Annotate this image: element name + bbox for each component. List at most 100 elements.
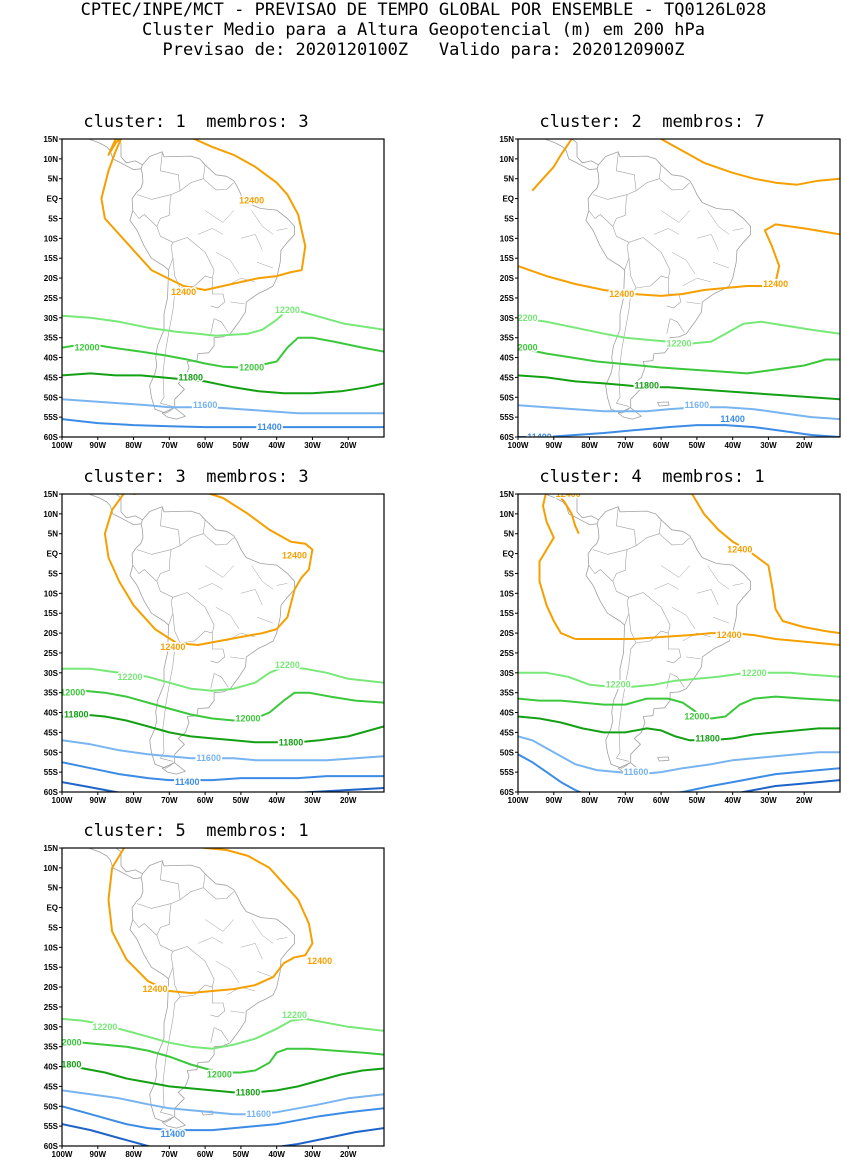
lat-tick-label: 15N (43, 490, 58, 499)
contour-line (100, 139, 307, 291)
lat-tick-label: 15S (44, 609, 59, 618)
state-border (251, 565, 274, 590)
contour-label: 12400 (307, 956, 332, 966)
contour-label: 12000 (684, 712, 709, 722)
lon-tick-label: 60W (197, 1150, 214, 1159)
coastline (129, 151, 295, 414)
panel-cluster-2: cluster: 2 membros: 7 12400 12400 12200 122… (482, 112, 841, 457)
contour-line (690, 494, 840, 635)
lat-tick-label: 55S (44, 413, 59, 422)
country-border (213, 1027, 229, 1042)
contour-line (62, 336, 384, 369)
lat-tick-label: 10S (44, 589, 59, 598)
country-border (628, 258, 669, 289)
country-border (179, 519, 206, 546)
lat-tick-label: 15N (43, 135, 58, 144)
country-border (612, 152, 637, 271)
country-border (156, 861, 181, 980)
country-border (210, 1027, 215, 1043)
contour-label: 11400 (257, 422, 282, 432)
lon-tick-label: 30W (304, 796, 321, 805)
lon-tick-label: 20W (340, 1150, 357, 1159)
lat-tick-label: 45S (500, 373, 515, 382)
lon-tick-label: 30W (304, 1150, 321, 1159)
map-plot: 12400 12400 12200 12000 12000 11800 11600 11400… (43, 135, 385, 450)
lat-tick-label: 50S (44, 1102, 59, 1111)
map-background (518, 494, 840, 792)
country-border (666, 318, 671, 334)
lon-tick-label: 90W (546, 796, 563, 805)
contour-line (518, 753, 583, 792)
contour-line (518, 404, 840, 421)
lat-tick-label: 25S (500, 294, 515, 303)
country-border (179, 164, 206, 191)
state-border (256, 970, 274, 978)
country-border (588, 210, 614, 227)
lon-tick-label: 70W (617, 441, 634, 450)
contour-line (518, 346, 840, 375)
lat-tick-label: 55S (44, 768, 59, 777)
map-frame (517, 493, 841, 793)
lon-tick-label: 50W (233, 441, 250, 450)
lon-tick-label: 60W (653, 796, 670, 805)
state-border (660, 210, 690, 223)
panel-title: cluster: 3 membros: 3 (83, 467, 309, 487)
lon-tick-label: 80W (581, 796, 598, 805)
state-border (215, 606, 240, 630)
state-border (240, 589, 263, 606)
contour-line (62, 781, 122, 792)
lat-tick-label: 30S (500, 314, 515, 323)
lat-tick-label: 15S (44, 963, 59, 972)
header-title-line3: Previsao de: 2020120100Z Valido para: 20… (162, 40, 685, 60)
contour-label: 11800 (64, 710, 89, 720)
map-area: 12400 12400 12400 12200 12200 12000 11800 11600 (518, 494, 840, 792)
lat-tick-label: 5S (48, 214, 58, 223)
contour-label: 12400 (609, 289, 634, 299)
contour-label: 12400 (171, 287, 196, 297)
contour-label: 11800 (57, 1060, 82, 1070)
lat-tick-label: 40S (44, 709, 59, 718)
contour-line (276, 1127, 384, 1146)
contour-line (62, 713, 384, 744)
lon-tick-label: 40W (724, 441, 741, 450)
country-border (172, 237, 215, 279)
country-border (132, 210, 158, 227)
lat-tick-label: 35S (500, 334, 515, 343)
lat-tick-label: 10N (43, 510, 58, 519)
coastline (115, 139, 143, 166)
lon-tick-label: 100W (52, 1150, 73, 1159)
lon-tick-label: 20W (340, 796, 357, 805)
coastline (115, 494, 143, 521)
map-background (62, 494, 384, 792)
contour-label: 12200 (282, 1010, 307, 1020)
lat-tick-label: 5S (504, 569, 514, 578)
map-frame (61, 493, 385, 793)
country-border (156, 507, 181, 626)
contour-label: 12000 (513, 343, 538, 353)
contour-line (675, 767, 840, 792)
country-border (628, 237, 671, 279)
lat-tick-label: 20S (500, 629, 515, 638)
country-border (137, 194, 172, 200)
country-border (132, 919, 158, 936)
contour-label: 12200 (742, 668, 767, 678)
contour-line (62, 1017, 384, 1050)
lat-tick-label: EQ (502, 195, 514, 204)
lat-tick-label: 55S (500, 413, 515, 422)
contour-line (538, 494, 576, 640)
lat-tick-label: 15S (500, 609, 515, 618)
lon-tick-label: 40W (268, 441, 285, 450)
state-border (251, 919, 274, 944)
lat-tick-label: 10N (499, 155, 514, 164)
lat-tick-label: 35S (44, 334, 59, 343)
country-border (659, 533, 690, 546)
country-border (635, 519, 662, 546)
country-border (203, 178, 234, 191)
contour-line (518, 223, 840, 297)
map-background (62, 848, 384, 1146)
panel-title: cluster: 2 membros: 7 (539, 112, 765, 132)
contour-label: 11400 (161, 1129, 186, 1139)
country-border (666, 673, 671, 689)
country-border (160, 996, 181, 1116)
country-border (203, 887, 234, 900)
